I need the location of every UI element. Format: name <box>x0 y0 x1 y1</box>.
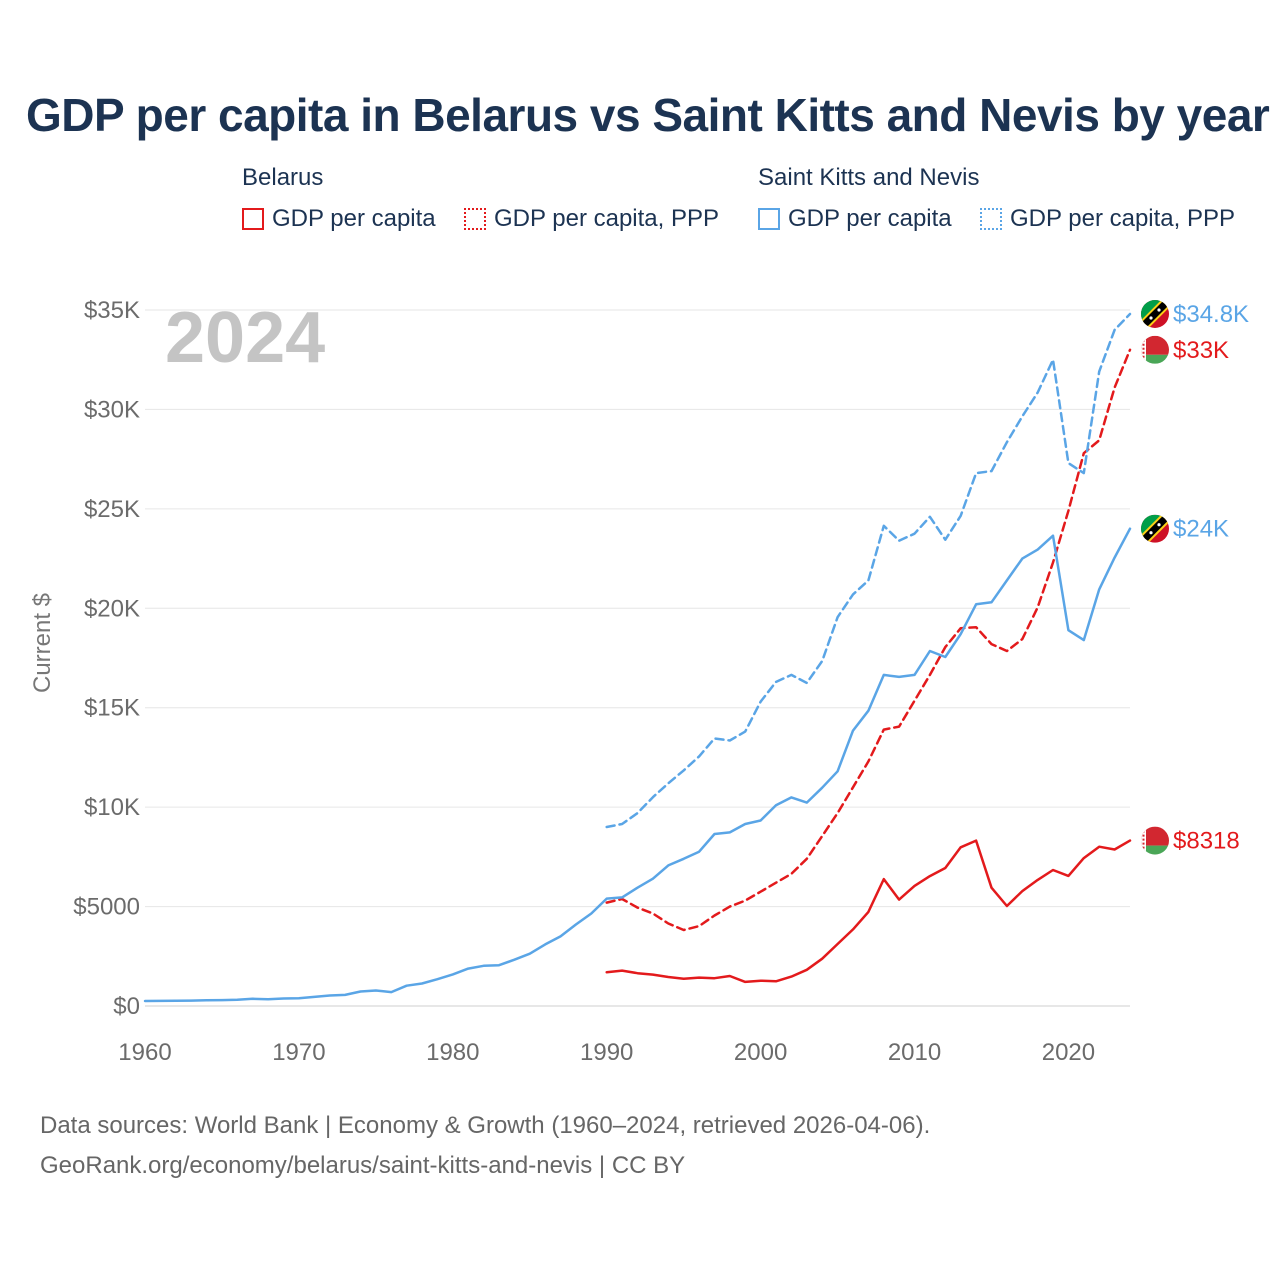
y-tick-label: $5000 <box>73 894 140 921</box>
belarus-flag-icon <box>1141 826 1169 855</box>
footer-sources: Data sources: World Bank | Economy & Gro… <box>40 1112 931 1139</box>
y-tick-label: $30K <box>84 396 140 423</box>
y-tick-label: $25K <box>84 496 140 523</box>
x-tick-label: 1990 <box>580 1039 633 1066</box>
legend-item-belarus-gdp-ppp[interactable]: GDP per capita, PPP <box>464 204 719 234</box>
end-value-label: $24K <box>1173 516 1229 543</box>
x-tick-label: 2000 <box>734 1039 787 1066</box>
y-tick-label: $0 <box>113 993 140 1020</box>
year-watermark: 2024 <box>165 298 325 378</box>
x-tick-label: 2020 <box>1042 1039 1095 1066</box>
legend-swatch-dotted-blue <box>980 208 1002 230</box>
x-tick-label: 2010 <box>888 1039 941 1066</box>
saint-kitts-flag-icon <box>1141 514 1169 543</box>
grid-layer <box>145 309 1130 1007</box>
belarus-flag-icon <box>1141 335 1169 364</box>
footer: Data sources: World Bank | Economy & Gro… <box>40 1106 930 1186</box>
chart-title: GDP per capita in Belarus vs Saint Kitts… <box>26 89 1270 141</box>
end-value-label: $34.8K <box>1173 301 1249 328</box>
x-tick-label: 1970 <box>272 1039 325 1066</box>
legend-label: GDP per capita, PPP <box>1010 205 1235 232</box>
series-line-1[interactable] <box>605 348 1132 932</box>
legend-label: GDP per capita, PPP <box>494 205 719 232</box>
y-axis-label: Current $ <box>29 593 56 693</box>
series-line-0[interactable] <box>605 839 1132 984</box>
series-line-2[interactable] <box>143 527 1132 1003</box>
legend-item-belarus-gdp[interactable]: GDP per capita <box>242 204 436 234</box>
legend-label: GDP per capita <box>788 205 952 232</box>
footer-link[interactable]: GeoRank.org/economy/belarus/saint-kitts-… <box>40 1152 686 1179</box>
endpoint-layer: $8318 $33K $24K $34.8K <box>1141 300 1249 855</box>
legend-item-skn-gdp[interactable]: GDP per capita <box>758 204 952 234</box>
y-tick-label: $20K <box>84 595 140 622</box>
y-tick-label: $35K <box>84 297 140 324</box>
axis-layer: $0 $5000 $10K $15K $20K $25K $30K $35K 1960 1970 1… <box>73 297 1095 1066</box>
legend-swatch-solid-red <box>242 208 264 230</box>
end-value-label: $8318 <box>1173 828 1240 855</box>
y-tick-label: $10K <box>84 794 140 821</box>
end-value-label: $33K <box>1173 337 1229 364</box>
saint-kitts-flag-icon <box>1141 300 1169 328</box>
y-tick-label: $15K <box>84 695 140 722</box>
x-tick-label: 1960 <box>118 1039 171 1066</box>
series-layer <box>143 312 1132 1003</box>
x-tick-label: 1980 <box>426 1039 479 1066</box>
legend-swatch-dotted-red <box>464 208 486 230</box>
legend-group-saint-kitts: Saint Kitts and Nevis <box>758 164 980 191</box>
legend-label: GDP per capita <box>272 205 436 232</box>
legend-group-belarus: Belarus <box>242 164 324 191</box>
series-line-3[interactable] <box>605 312 1132 829</box>
legend-item-skn-gdp-ppp[interactable]: GDP per capita, PPP <box>980 204 1235 234</box>
legend-swatch-solid-blue <box>758 208 780 230</box>
